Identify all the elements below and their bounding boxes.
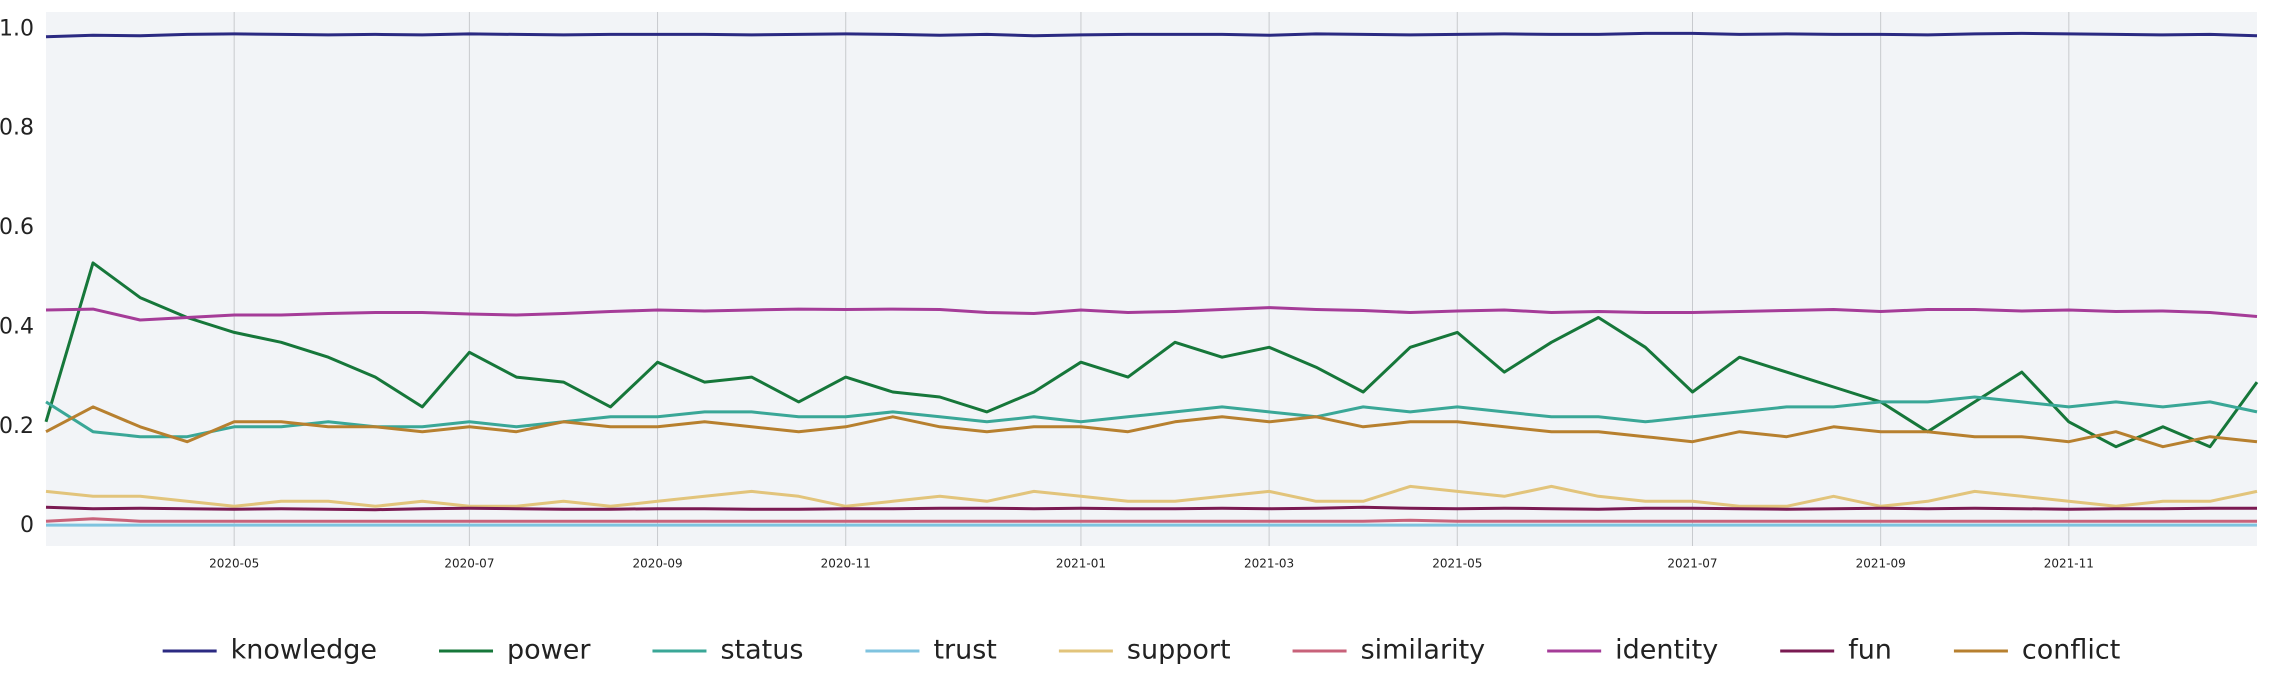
line (45, 31, 2258, 39)
line (44, 261, 2259, 449)
plot-area (46, 12, 2257, 546)
legend-label: power (507, 635, 591, 666)
y-tick-label: 0.2 (0, 414, 34, 439)
line (45, 517, 2257, 523)
line (45, 505, 2257, 512)
x-tick-label: 2020-07 (444, 557, 494, 571)
y-tick-label: 0.6 (0, 215, 34, 240)
x-tick-label: 2021-09 (1856, 557, 1906, 571)
x-tick-label: 2020-11 (821, 557, 871, 571)
x-tick-label: 2021-05 (1432, 557, 1482, 571)
x-tick-label: 2021-01 (1056, 557, 1106, 571)
line (45, 484, 2258, 508)
y-tick-label: 0.8 (0, 116, 34, 141)
y-tick-label: 1.0 (0, 16, 34, 41)
legend-label: similarity (1361, 635, 1486, 666)
legend-label: trust (933, 635, 996, 666)
line (45, 306, 2258, 322)
x-tick-label: 2021-07 (1667, 557, 1717, 571)
legend: knowledge power status trust support similari… (162, 635, 2120, 666)
x-tick-label: 2021-11 (2044, 557, 2094, 571)
x-tick-label: 2020-09 (632, 557, 682, 571)
line (45, 395, 2258, 439)
legend-label: knowledge (231, 635, 377, 666)
x-tick-label: 2020-05 (209, 557, 259, 571)
y-tick-label: 0 (20, 513, 34, 538)
legend-label: conflict (2022, 635, 2120, 666)
legend-label: fun (1848, 635, 1892, 666)
legend-label: identity (1615, 635, 1718, 666)
legend-label: status (720, 635, 803, 666)
line (45, 405, 2258, 449)
x-tick-label: 2021-03 (1244, 557, 1294, 571)
legend-label: support (1127, 635, 1231, 666)
y-tick-label: 0.4 (0, 314, 34, 339)
